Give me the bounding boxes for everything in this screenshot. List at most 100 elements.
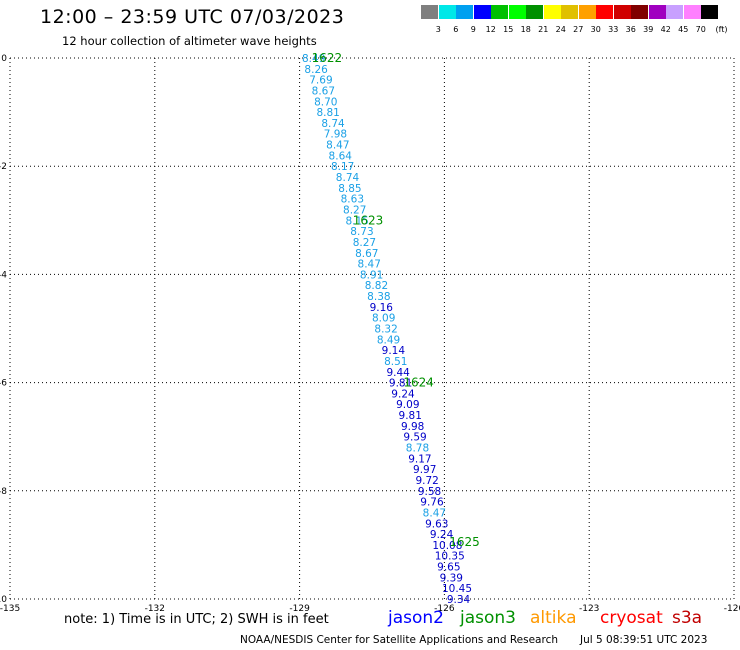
wave-height-value: 9.72 <box>415 475 438 487</box>
wave-height-value: 10.45 <box>442 583 472 595</box>
wave-height-value: 8.64 <box>329 150 353 162</box>
scale-label: 24 <box>555 25 566 34</box>
scale-label: 30 <box>590 25 601 34</box>
wave-height-value: 8.82 <box>365 280 388 292</box>
wave-height-value: 8.51 <box>384 356 407 368</box>
satellite-label-cryosat: cryosat <box>600 608 663 628</box>
scale-swatch <box>508 5 526 19</box>
wave-height-value: 9.97 <box>413 464 436 476</box>
wave-height-value: 9.59 <box>403 432 426 444</box>
scale-label: 27 <box>573 25 584 34</box>
scale-swatch <box>543 5 561 19</box>
scale-swatch <box>421 5 438 19</box>
y-tick-label: -8 <box>0 487 7 497</box>
scale-label: 42 <box>660 25 671 34</box>
wave-height-value: 9.17 <box>408 453 431 465</box>
wave-height-value: 8.74 <box>321 118 345 130</box>
wave-height-value: 8.67 <box>355 248 378 260</box>
generated-timestamp: Jul 5 08:39:51 UTC 2023 <box>580 634 708 646</box>
scale-swatch <box>596 5 613 19</box>
scale-swatch <box>491 5 508 19</box>
x-tick-label: -123 <box>579 604 599 614</box>
wave-height-value: 9.16 <box>370 302 394 314</box>
wave-height-value: 8.49 <box>377 334 400 346</box>
time-label: 1625 <box>449 535 480 549</box>
scale-label: 6 <box>453 25 459 34</box>
wave-height-value: 9.24 <box>391 388 415 400</box>
scale-label: 70 <box>695 25 706 34</box>
x-tick-label: -135 <box>0 604 20 614</box>
wave-height-value: 8.81 <box>316 107 339 119</box>
wave-height-value: 8.38 <box>367 291 390 303</box>
wave-height-value: 8.70 <box>314 96 337 108</box>
wave-height-value: 7.69 <box>309 75 332 87</box>
wave-height-value: 8.26 <box>304 64 328 76</box>
wave-height-value: 8.32 <box>374 324 397 336</box>
wave-height-value: 8.15 <box>345 215 368 227</box>
y-tick-label: -10 <box>0 595 7 605</box>
scale-swatch <box>701 5 718 19</box>
wave-height-value: 9.76 <box>420 497 444 509</box>
wave-height-value: 8.91 <box>360 269 383 281</box>
wave-height-value: 7.98 <box>324 129 347 141</box>
wave-height-value: 9.39 <box>440 572 463 584</box>
scale-label: 12 <box>485 25 496 34</box>
scale-label: 9 <box>470 25 476 34</box>
wave-height-value: 9.63 <box>425 518 448 530</box>
scale-label: 39 <box>643 25 654 34</box>
x-tick-label: -129 <box>289 604 310 614</box>
wave-height-value: 8.73 <box>350 226 373 238</box>
scale-unit-label: (ft) <box>715 25 728 34</box>
scale-swatch <box>648 5 666 19</box>
wave-height-value: 9.81 <box>399 410 422 422</box>
scale-swatch <box>438 5 456 19</box>
scale-swatch <box>561 5 578 19</box>
wave-height-value: 10.35 <box>435 551 465 563</box>
wave-height-value: 8.47 <box>423 507 446 519</box>
credit-line: NOAA/NESDIS Center for Satellite Applica… <box>240 634 558 646</box>
scale-swatch <box>526 5 543 19</box>
y-tick-label: -6 <box>0 379 7 389</box>
wave-height-value: 8.17 <box>331 161 354 173</box>
scale-swatch <box>631 5 648 19</box>
x-tick-label: -132 <box>145 604 165 614</box>
wave-height-value: 8.49 <box>302 53 325 65</box>
wave-height-value: 8.74 <box>336 172 360 184</box>
wave-height-value: 9.44 <box>386 367 410 379</box>
wave-height-value: 9.98 <box>401 421 424 433</box>
scale-label: 18 <box>520 25 531 34</box>
scale-label: 36 <box>625 25 636 34</box>
sub-title: 12 hour collection of altimeter wave hei… <box>62 34 317 48</box>
x-tick-label: -120 <box>724 604 740 614</box>
wave-height-value: 8.78 <box>406 443 429 455</box>
main-title: 12:00 – 23:59 UTC 07/03/2023 <box>40 6 345 28</box>
wave-height-value: 8.27 <box>343 204 366 216</box>
scale-label: 3 <box>435 25 441 34</box>
scale-label: 33 <box>608 25 619 34</box>
time-label: 1622 <box>312 51 343 65</box>
wave-height-value: 9.14 <box>382 345 406 357</box>
satellite-label-jason3: jason3 <box>460 608 516 628</box>
scale-label: 45 <box>678 25 689 34</box>
satellite-label-jason2: jason2 <box>388 608 444 628</box>
wave-height-value: 9.65 <box>437 562 460 574</box>
wave-height-value: 9.34 <box>447 594 471 606</box>
time-label: 1624 <box>403 376 434 390</box>
wave-height-value: 9.09 <box>396 399 419 411</box>
y-tick-label: 0 <box>1 54 7 64</box>
wave-height-value: 8.47 <box>326 140 349 152</box>
wave-height-value: 10.08 <box>432 540 462 552</box>
y-tick-label: -4 <box>0 270 7 280</box>
wave-height-value: 8.27 <box>353 237 376 249</box>
wave-height-value: 9.81 <box>389 378 412 390</box>
wave-height-value: 8.09 <box>372 313 395 325</box>
scale-label: 21 <box>538 25 549 34</box>
wave-height-value: 9.58 <box>418 486 441 498</box>
x-tick-label: -126 <box>434 604 455 614</box>
time-label: 1623 <box>353 213 384 227</box>
wave-height-value: 8.47 <box>358 259 381 271</box>
wave-height-value: 8.85 <box>338 183 361 195</box>
scale-swatch <box>473 5 491 19</box>
wave-height-value: 9.24 <box>430 529 454 541</box>
